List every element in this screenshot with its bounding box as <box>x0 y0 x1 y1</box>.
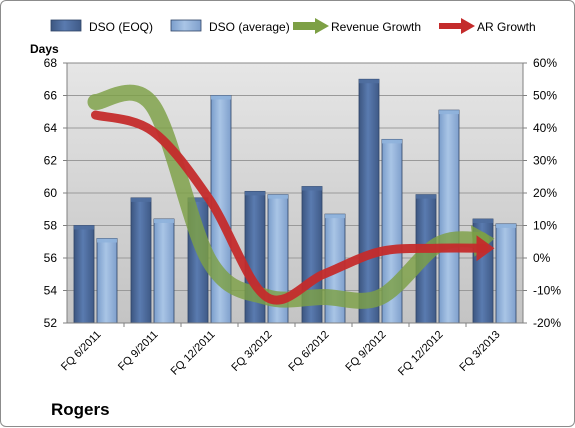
bar-cap <box>439 110 459 115</box>
y2-tick-label: 40% <box>533 121 557 135</box>
bar <box>96 238 118 324</box>
bar-cap <box>74 225 94 230</box>
bar-cap <box>382 139 402 144</box>
bar-cap <box>496 223 516 228</box>
x-tick-label: FQ 9/2012 <box>343 329 388 374</box>
y2-tick-label: 60% <box>533 56 557 70</box>
legend: DSO (EOQ) DSO (average) Revenue Growth AR G… <box>50 18 536 34</box>
y-tick-label: 66 <box>44 89 58 103</box>
bar-cap <box>325 214 345 219</box>
x-tick-label: FQ 12/2012 <box>396 329 446 379</box>
y2-tick-label: 30% <box>533 154 557 168</box>
x-tick-label: FQ 6/2012 <box>286 329 331 374</box>
bar-cap <box>302 186 322 191</box>
y-tick-label: 68 <box>44 56 58 70</box>
bar-cap <box>131 197 151 202</box>
bar <box>438 109 460 324</box>
bar <box>153 218 175 324</box>
legend-swatch <box>170 19 202 32</box>
growth-lines <box>87 84 495 309</box>
bar-cap <box>245 191 265 196</box>
bar-cap <box>211 95 231 100</box>
x-tick-label: FQ 6/2011 <box>59 329 104 374</box>
arrowhead <box>476 235 495 262</box>
legend-arrowhead <box>461 18 475 34</box>
bar-cap <box>359 79 379 84</box>
legend-label: DSO (EOQ) <box>89 20 153 34</box>
bar-cap <box>188 197 208 202</box>
y2-tick-label: 0% <box>533 251 551 265</box>
y2-tick-label: 50% <box>533 89 557 103</box>
y2-tick-label: 20% <box>533 186 557 200</box>
y-tick-label: 62 <box>44 154 58 168</box>
company-name: Rogers <box>51 400 110 419</box>
y-tick-label: 52 <box>44 316 58 330</box>
bar-cap <box>473 219 493 223</box>
y-tick-label: 64 <box>44 121 58 135</box>
growth-line <box>91 110 489 305</box>
bar <box>358 78 380 324</box>
y2-tick-label: -20% <box>533 316 561 330</box>
bar <box>495 223 517 324</box>
bar-cap <box>97 238 117 243</box>
x-tick-label: FQ 9/2011 <box>116 329 161 374</box>
legend-label: DSO (average) <box>209 20 290 34</box>
y-tick-label: 60 <box>44 186 58 200</box>
y2-tick-label: -10% <box>533 284 561 298</box>
y-axis-title: Days <box>30 42 59 56</box>
x-tick-label: FQ 12/2011 <box>169 329 218 378</box>
y-tick-label: 54 <box>44 284 58 298</box>
y2-tick-label: 10% <box>533 219 557 233</box>
bar-cap <box>154 219 174 223</box>
legend-arrowhead <box>315 18 329 34</box>
legend-swatch <box>50 19 82 32</box>
legend-label: Revenue Growth <box>331 20 421 34</box>
bar <box>130 197 152 324</box>
x-tick-label: FQ 3/2013 <box>457 329 502 374</box>
y-tick-label: 58 <box>44 219 58 233</box>
y-tick-label: 56 <box>44 251 58 265</box>
bar <box>73 225 95 324</box>
legend-label: AR Growth <box>477 20 536 34</box>
bar-cap <box>416 194 436 199</box>
x-tick-label: FQ 3/2012 <box>229 329 274 374</box>
bar-cap <box>268 194 288 199</box>
